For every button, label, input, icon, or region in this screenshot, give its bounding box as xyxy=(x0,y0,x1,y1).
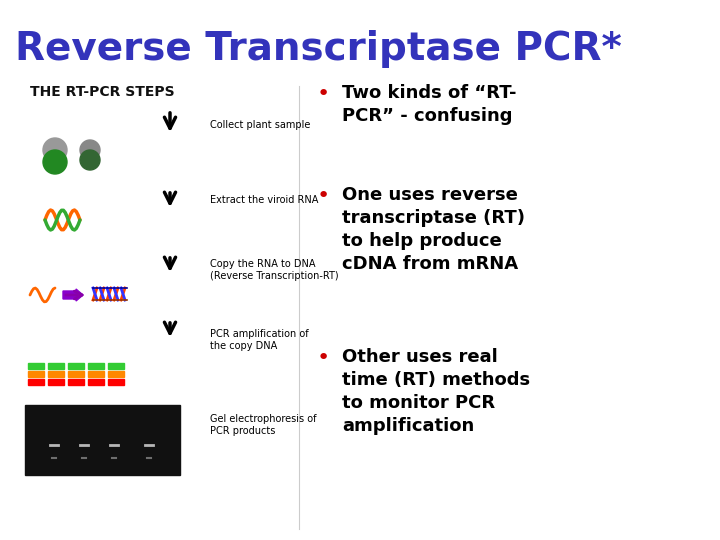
Circle shape xyxy=(80,150,100,170)
Text: •: • xyxy=(317,84,330,104)
Bar xyxy=(48,363,64,369)
Bar xyxy=(108,363,124,369)
Bar xyxy=(25,405,180,475)
Text: Extract the viroid RNA: Extract the viroid RNA xyxy=(210,195,318,205)
Text: Collect plant sample: Collect plant sample xyxy=(210,120,310,130)
Text: PCR amplification of
the copy DNA: PCR amplification of the copy DNA xyxy=(210,329,309,351)
Circle shape xyxy=(80,140,100,160)
Text: One uses reverse
transcriptase (RT)
to help produce
cDNA from mRNA: One uses reverse transcriptase (RT) to h… xyxy=(342,186,525,273)
Bar xyxy=(68,363,84,369)
Text: •: • xyxy=(317,186,330,206)
Text: THE RT-PCR STEPS: THE RT-PCR STEPS xyxy=(30,85,175,99)
Bar xyxy=(88,379,104,385)
Text: Gel electrophoresis of
PCR products: Gel electrophoresis of PCR products xyxy=(210,414,317,436)
Bar xyxy=(48,379,64,385)
Bar xyxy=(68,371,84,377)
Bar xyxy=(88,363,104,369)
Circle shape xyxy=(43,138,67,162)
Circle shape xyxy=(43,150,67,174)
Bar xyxy=(108,371,124,377)
FancyArrow shape xyxy=(63,289,83,301)
Bar xyxy=(28,371,44,377)
Bar xyxy=(28,363,44,369)
Text: Reverse Transcriptase PCR*: Reverse Transcriptase PCR* xyxy=(15,30,622,68)
Bar xyxy=(68,379,84,385)
Bar xyxy=(88,371,104,377)
Text: Copy the RNA to DNA
(Reverse Transcription-RT): Copy the RNA to DNA (Reverse Transcripti… xyxy=(210,259,338,281)
Bar xyxy=(48,371,64,377)
Bar xyxy=(108,379,124,385)
Text: •: • xyxy=(317,348,330,368)
Text: Other uses real
time (RT) methods
to monitor PCR
amplification: Other uses real time (RT) methods to mon… xyxy=(342,348,530,435)
Text: Two kinds of “RT-
PCR” - confusing: Two kinds of “RT- PCR” - confusing xyxy=(342,84,516,125)
Bar xyxy=(28,379,44,385)
